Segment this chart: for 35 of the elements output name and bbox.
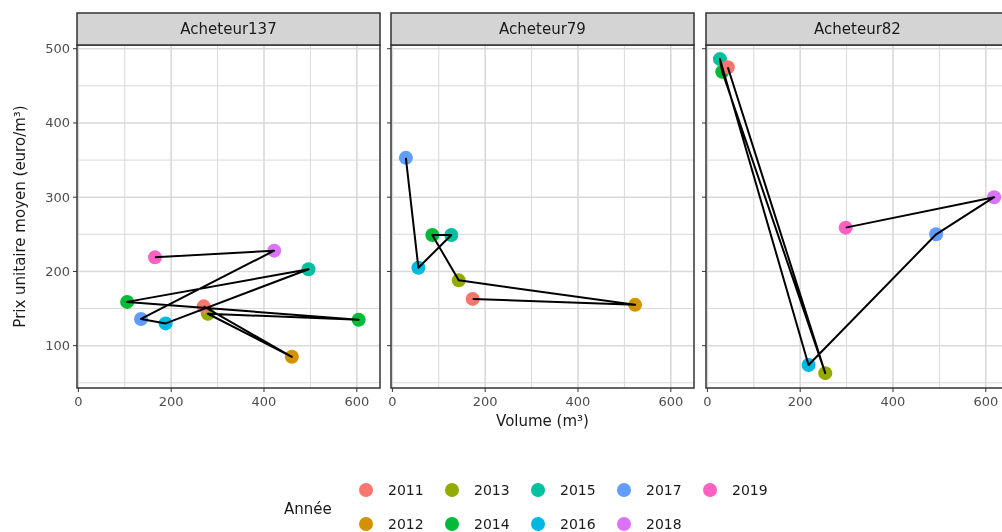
x-tick-label: 200	[787, 394, 813, 409]
y-axis-title: Prix unitaire moyen (euro/m³)	[11, 105, 29, 328]
x-tick-label: 0	[388, 394, 397, 409]
chart-title: Acheteur137	[180, 20, 277, 38]
x-tick-label: 400	[565, 394, 591, 409]
point	[398, 150, 413, 165]
y-tick-label: 200	[45, 263, 70, 279]
x-tick-label: 600	[658, 394, 684, 409]
x-tick-label: 400	[880, 394, 906, 409]
chart-title: Acheteur82	[814, 20, 901, 38]
point	[465, 291, 480, 306]
chart-title: Acheteur79	[499, 20, 586, 38]
legend-label: 2018	[646, 516, 682, 532]
legend-label: 2019	[732, 482, 768, 498]
x-tick-label: 600	[973, 394, 999, 409]
legend-label: 2013	[474, 482, 510, 498]
legend-label: 2016	[560, 516, 596, 532]
y-tick-label: 100	[45, 338, 70, 354]
x-tick-label: 200	[158, 394, 184, 409]
point	[147, 250, 162, 265]
x-tick-label: 0	[74, 394, 83, 409]
x-axis-title: Volume (m³)	[496, 412, 589, 430]
x-tick-label: 200	[472, 394, 498, 409]
legend-label: 2015	[560, 482, 596, 498]
y-tick-label: 500	[45, 41, 70, 57]
x-tick-label: 0	[703, 394, 712, 409]
y-tick-label: 300	[45, 189, 70, 205]
x-tick-label: 400	[251, 394, 277, 409]
legend-label: 2014	[474, 516, 510, 532]
legend-label: 2012	[388, 516, 424, 532]
legend-label: 2017	[646, 482, 682, 498]
legend-label: 2011	[388, 482, 424, 498]
legend-title: Année	[284, 500, 332, 518]
y-tick-label: 400	[45, 115, 70, 131]
x-tick-label: 600	[344, 394, 370, 409]
